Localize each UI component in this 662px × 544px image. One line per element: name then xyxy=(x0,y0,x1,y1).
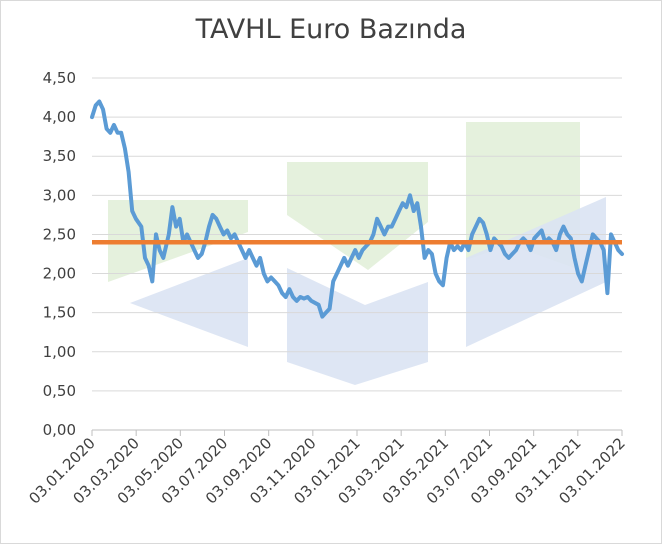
y-tick-label: 0,50 xyxy=(43,382,76,400)
y-tick-label: 1,00 xyxy=(43,343,76,361)
y-tick-label: 1,50 xyxy=(43,304,76,322)
watermark-shape-3 xyxy=(287,268,428,385)
y-tick-label: 0,00 xyxy=(43,421,76,439)
y-tick-label: 3,00 xyxy=(43,186,76,204)
y-tick-label: 2,00 xyxy=(43,265,76,283)
watermark-shape-1 xyxy=(130,258,248,347)
y-tick-label: 3,50 xyxy=(43,147,76,165)
chart-title: TAVHL Euro Bazında xyxy=(195,14,467,45)
series-line-0 xyxy=(90,99,624,319)
y-tick-label: 4,00 xyxy=(43,108,76,126)
y-tick-label: 2,50 xyxy=(43,225,76,243)
y-tick-label: 4,50 xyxy=(43,69,76,87)
